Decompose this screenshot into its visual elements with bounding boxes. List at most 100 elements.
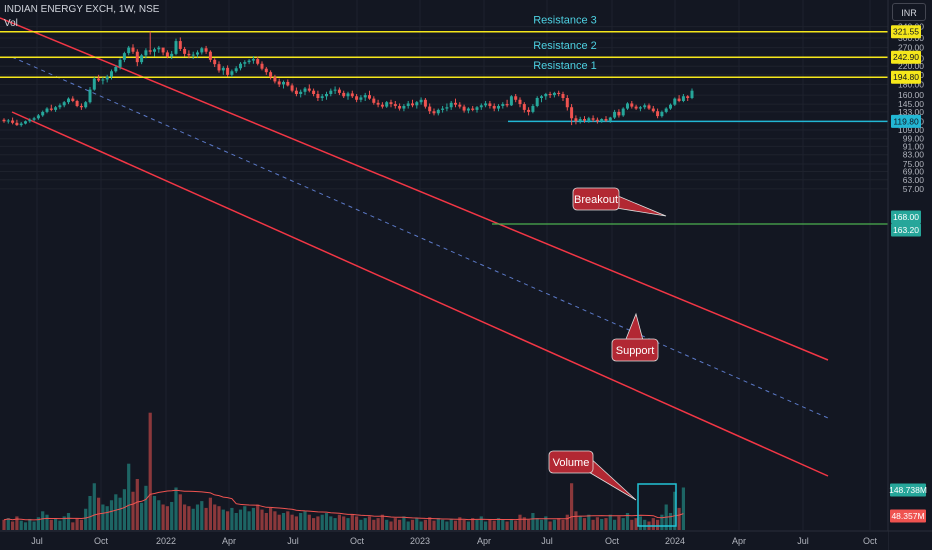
volume-bar	[92, 483, 96, 530]
volume-bar	[355, 516, 359, 530]
candle-body	[183, 48, 187, 54]
candle-body	[664, 108, 668, 112]
candle-body	[574, 118, 578, 122]
volume-bar	[617, 516, 621, 530]
candle-body	[41, 111, 45, 116]
volume-bar	[187, 506, 191, 530]
candle-body	[105, 76, 109, 80]
candle-body	[514, 96, 518, 100]
candle-body	[393, 104, 397, 106]
candle-body	[656, 111, 660, 117]
candle-body	[208, 51, 212, 60]
candle-body	[45, 108, 49, 112]
volume-bar	[221, 509, 225, 530]
candle-body	[148, 50, 152, 52]
volume-bar	[66, 513, 71, 530]
volume-bar	[604, 518, 608, 530]
volume-bar	[256, 504, 260, 530]
candle-body	[368, 95, 371, 99]
volume-bar	[307, 514, 311, 530]
candle-body	[97, 78, 101, 81]
volume-bar	[312, 518, 316, 530]
price-tick-label: 63.00	[903, 175, 925, 185]
volume-moving-average	[3, 489, 684, 521]
volume-bar	[441, 519, 445, 530]
candle-body	[191, 54, 195, 56]
volume-bar	[492, 520, 496, 530]
candle-body	[234, 68, 238, 72]
candle-body	[320, 96, 324, 99]
candle-body	[587, 118, 591, 121]
candle-body	[269, 72, 273, 78]
volume-bar	[638, 516, 642, 530]
candle-body	[686, 96, 690, 99]
candle-body	[595, 119, 599, 122]
candle-body	[669, 104, 672, 109]
candle-body	[501, 104, 505, 106]
candle-body	[363, 95, 367, 98]
candle-body	[638, 107, 642, 109]
volume-bar	[71, 522, 75, 530]
volume-bar	[58, 520, 62, 530]
volume-bar	[49, 519, 53, 530]
volume-bar	[673, 491, 677, 530]
price-axis-label-bg	[891, 223, 921, 237]
volume-bar	[531, 513, 535, 530]
volume-bar	[11, 521, 15, 530]
candle-body	[497, 105, 500, 109]
candle-body	[415, 102, 419, 106]
candle-body	[200, 48, 204, 53]
candle-body	[428, 106, 432, 112]
candle-body	[436, 109, 440, 114]
volume-bar	[428, 517, 432, 530]
time-axis-panel	[0, 531, 888, 550]
chart-title: INDIAN ENERGY EXCH, 1W, NSE	[4, 4, 160, 15]
candle-body	[24, 121, 27, 124]
volume-bar	[277, 514, 281, 530]
volume-bar	[436, 518, 440, 530]
candle-body	[411, 103, 414, 106]
volume-bar	[144, 485, 148, 530]
price-axis-label: 163.20	[893, 225, 919, 235]
candle-body	[380, 104, 384, 107]
candle-body	[286, 81, 290, 86]
volume-bar	[165, 506, 169, 530]
candle-body	[475, 107, 479, 110]
volume-bar	[75, 518, 79, 530]
candle-body	[342, 92, 346, 97]
candle-body	[552, 92, 556, 96]
volume-bar	[183, 504, 187, 530]
candle-body	[58, 105, 62, 108]
candle-body	[307, 88, 311, 91]
candle-body	[32, 118, 36, 120]
candle-body	[389, 102, 393, 105]
candle-body	[62, 102, 66, 106]
currency-button[interactable]: INR	[892, 3, 926, 21]
candle-body	[458, 104, 462, 107]
candle-body	[299, 91, 303, 94]
volume-bar	[514, 520, 518, 530]
candle-body	[346, 93, 350, 97]
candle-body	[316, 93, 320, 99]
time-tick-label: Jul	[797, 536, 809, 546]
volume-bar	[574, 511, 578, 530]
volume-bar	[419, 521, 423, 530]
candle-body	[28, 119, 32, 122]
candle-body	[484, 103, 488, 106]
candle-body	[445, 107, 449, 109]
price-tick-label: 99.00	[903, 134, 925, 144]
volume-bar	[303, 511, 307, 530]
volume-bar	[170, 501, 174, 530]
volume-bar	[410, 519, 415, 530]
candle-body	[247, 60, 251, 63]
volume-bar	[2, 519, 6, 530]
candle-body	[118, 59, 122, 68]
volume-bar	[509, 518, 513, 530]
volume-bar	[643, 519, 647, 530]
volume-bar	[6, 518, 10, 530]
volume-bar	[393, 518, 397, 530]
candle-body	[135, 51, 139, 63]
candle-body	[71, 98, 75, 101]
volume-bar	[578, 516, 582, 530]
